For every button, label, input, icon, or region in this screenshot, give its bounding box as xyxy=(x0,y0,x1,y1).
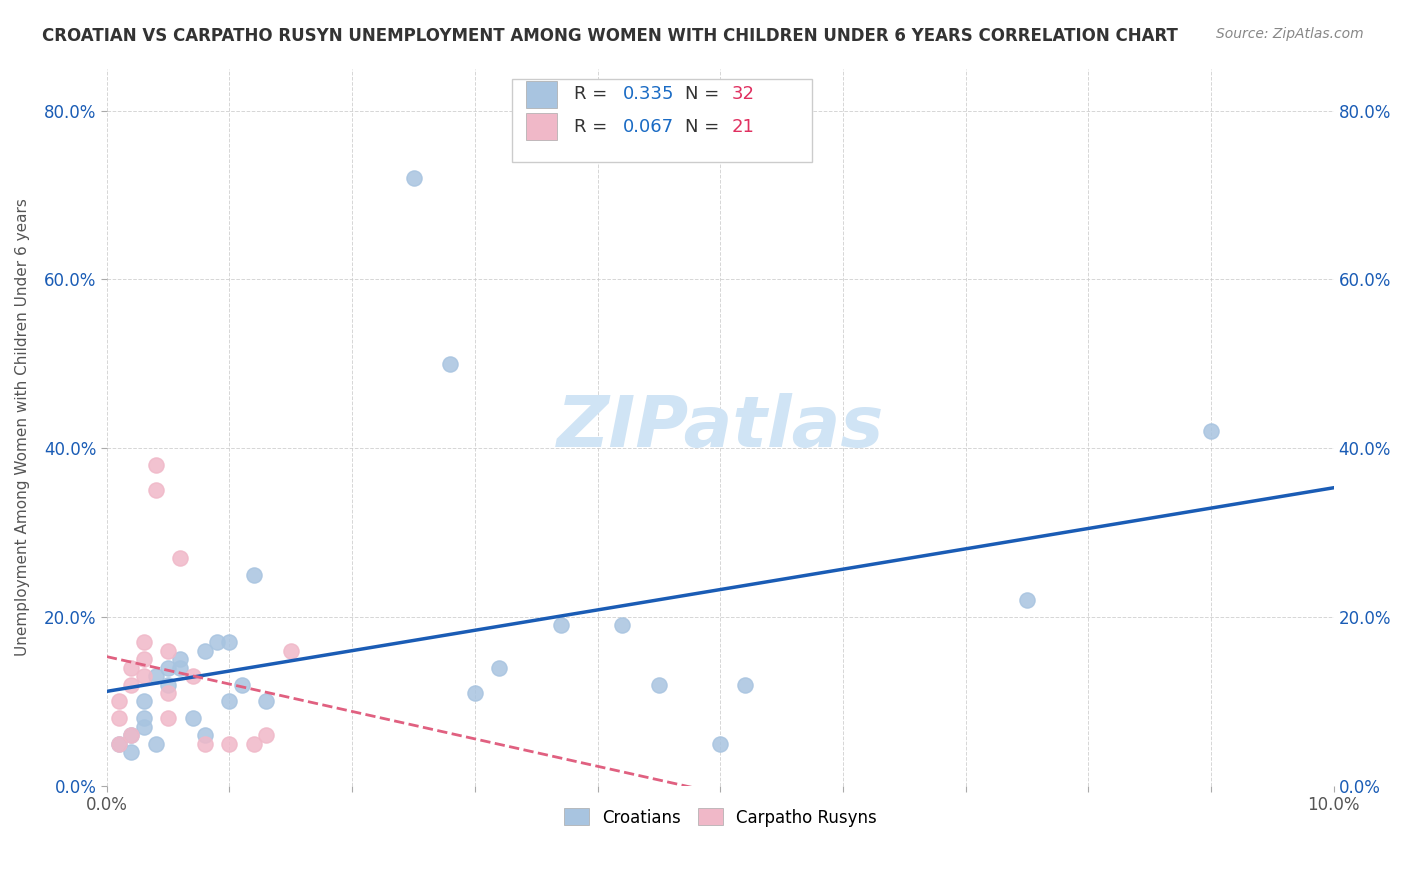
Legend: Croatians, Carpatho Rusyns: Croatians, Carpatho Rusyns xyxy=(555,800,884,835)
Point xyxy=(145,483,167,498)
Point xyxy=(169,660,191,674)
Point xyxy=(181,669,204,683)
FancyBboxPatch shape xyxy=(526,113,557,140)
Point xyxy=(218,635,240,649)
Point xyxy=(145,458,167,472)
Point xyxy=(108,737,131,751)
Point xyxy=(734,677,756,691)
Text: Source: ZipAtlas.com: Source: ZipAtlas.com xyxy=(1216,27,1364,41)
Point xyxy=(1199,425,1222,439)
Point xyxy=(108,737,131,751)
Point xyxy=(254,694,277,708)
Point xyxy=(157,644,180,658)
FancyBboxPatch shape xyxy=(526,80,557,108)
Point xyxy=(550,618,572,632)
FancyBboxPatch shape xyxy=(512,79,813,161)
Point xyxy=(132,720,155,734)
Point xyxy=(145,737,167,751)
Text: ZIPatlas: ZIPatlas xyxy=(557,392,884,462)
Point xyxy=(280,644,302,658)
Point xyxy=(243,737,266,751)
Point xyxy=(648,677,671,691)
Point xyxy=(145,669,167,683)
Point xyxy=(610,618,633,632)
Text: R =: R = xyxy=(574,118,613,136)
Point xyxy=(132,652,155,666)
Point xyxy=(402,171,425,186)
Point xyxy=(108,694,131,708)
Point xyxy=(194,644,217,658)
Y-axis label: Unemployment Among Women with Children Under 6 years: Unemployment Among Women with Children U… xyxy=(15,198,30,657)
Point xyxy=(157,660,180,674)
Point xyxy=(218,694,240,708)
Point xyxy=(439,357,461,371)
Point xyxy=(157,711,180,725)
Point xyxy=(120,677,142,691)
Text: 21: 21 xyxy=(731,118,754,136)
Point xyxy=(709,737,731,751)
Text: 0.335: 0.335 xyxy=(623,86,675,103)
Point xyxy=(254,728,277,742)
Point xyxy=(169,652,191,666)
Point xyxy=(132,711,155,725)
Point xyxy=(108,711,131,725)
Point xyxy=(132,669,155,683)
Point xyxy=(120,728,142,742)
Point xyxy=(231,677,253,691)
Point xyxy=(243,567,266,582)
Text: 32: 32 xyxy=(731,86,754,103)
Point xyxy=(120,660,142,674)
Point xyxy=(157,686,180,700)
Point xyxy=(169,551,191,566)
Text: R =: R = xyxy=(574,86,613,103)
Text: CROATIAN VS CARPATHO RUSYN UNEMPLOYMENT AMONG WOMEN WITH CHILDREN UNDER 6 YEARS : CROATIAN VS CARPATHO RUSYN UNEMPLOYMENT … xyxy=(42,27,1178,45)
Point xyxy=(205,635,228,649)
Point xyxy=(194,737,217,751)
Point xyxy=(132,694,155,708)
Point xyxy=(181,711,204,725)
Text: 0.067: 0.067 xyxy=(623,118,675,136)
Point xyxy=(488,660,510,674)
Point xyxy=(218,737,240,751)
Point xyxy=(120,728,142,742)
Point xyxy=(132,635,155,649)
Point xyxy=(464,686,486,700)
Point xyxy=(120,745,142,759)
Text: N =: N = xyxy=(685,118,724,136)
Point xyxy=(194,728,217,742)
Point xyxy=(1015,593,1038,607)
Text: N =: N = xyxy=(685,86,724,103)
Point xyxy=(157,677,180,691)
